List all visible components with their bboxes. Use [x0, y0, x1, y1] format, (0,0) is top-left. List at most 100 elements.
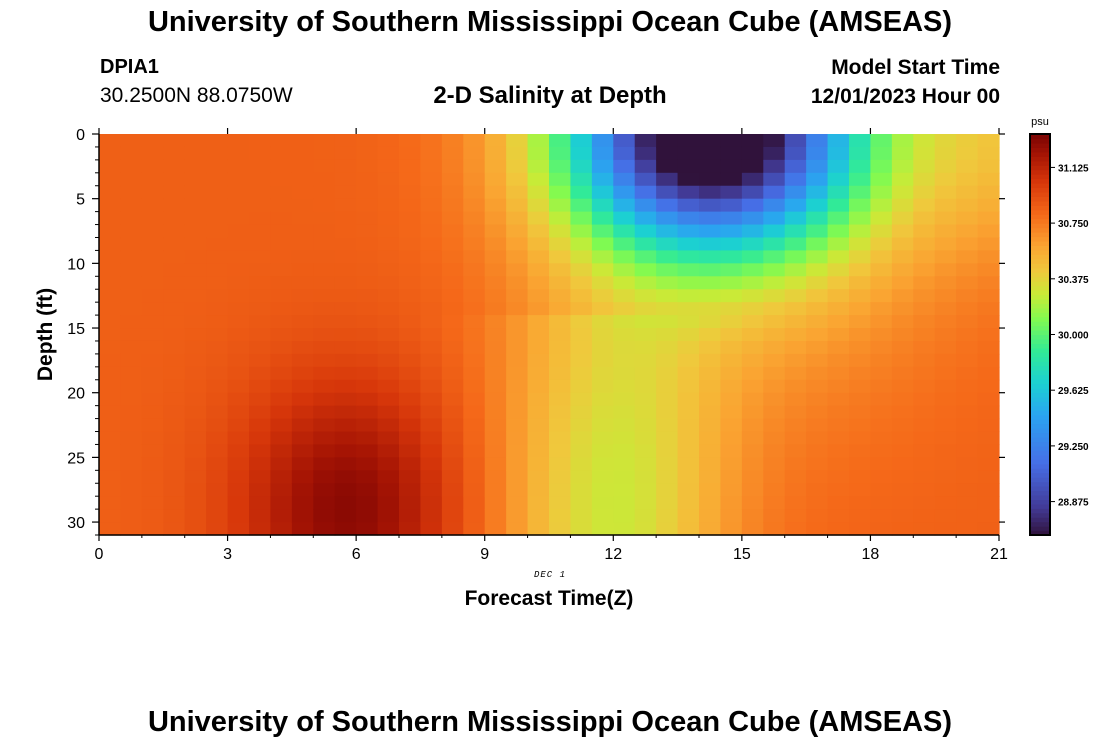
heatmap-cell: [141, 418, 164, 433]
heatmap-cell: [463, 457, 486, 471]
heatmap-cell: [356, 379, 379, 394]
heatmap-cell: [656, 224, 679, 239]
colorbar-segment: [1030, 169, 1050, 175]
heatmap-cell: [977, 340, 1000, 355]
heatmap-cell: [720, 366, 743, 381]
heatmap-cell: [334, 457, 357, 471]
heatmap-cell: [956, 159, 979, 174]
heatmap-cell: [441, 457, 464, 471]
heatmap-cell: [377, 302, 400, 316]
heatmap-cell: [334, 198, 357, 213]
heatmap-cell: [849, 198, 872, 213]
heatmap-cell: [399, 134, 422, 148]
heatmap-cell: [441, 172, 464, 187]
heatmap-cell: [591, 159, 614, 174]
colorbar-segment: [1030, 361, 1050, 367]
heatmap-cell: [699, 431, 722, 446]
heatmap-cell: [377, 496, 400, 510]
heatmap-cell: [184, 315, 207, 329]
heatmap-cell: [399, 237, 422, 252]
heatmap-cell: [141, 522, 164, 536]
heatmap-cell: [720, 276, 743, 290]
heatmap-cell: [784, 379, 807, 394]
heatmap-cell: [163, 185, 186, 200]
heatmap-cell: [784, 483, 807, 497]
heatmap-cell: [549, 315, 572, 329]
heatmap-cell: [356, 522, 379, 536]
heatmap-cell: [227, 431, 250, 446]
heatmap-cell: [934, 509, 957, 523]
heatmap-cell: [163, 198, 186, 213]
heatmap-cell: [484, 340, 507, 355]
colorbar-segment: [1030, 289, 1050, 295]
heatmap-cell: [313, 496, 336, 510]
heatmap-cell: [634, 470, 657, 484]
heatmap-cell: [570, 418, 593, 433]
heatmap-cell: [956, 211, 979, 226]
heatmap-cell: [913, 444, 936, 458]
heatmap-cell: [163, 172, 186, 187]
colorbar-segment: [1030, 209, 1050, 215]
heatmap-cell: [484, 431, 507, 446]
heatmap-cell: [99, 224, 122, 239]
heatmap-cell: [806, 444, 829, 458]
heatmap-cell: [291, 328, 314, 342]
colorbar-segment: [1030, 499, 1050, 505]
heatmap-cell: [420, 224, 443, 239]
heatmap-cell: [699, 146, 722, 161]
heatmap-cell: [120, 302, 143, 316]
heatmap-cell: [977, 185, 1000, 200]
heatmap-cell: [977, 263, 1000, 277]
heatmap-cell: [441, 159, 464, 174]
heatmap-cell: [99, 289, 122, 303]
heatmap-cell: [527, 444, 550, 458]
heatmap-cell: [377, 509, 400, 523]
heatmap-cell: [399, 522, 422, 536]
heatmap-cell: [891, 250, 914, 264]
heatmap-cell: [334, 483, 357, 497]
heatmap-cell: [313, 366, 336, 381]
colorbar-segment: [1030, 281, 1050, 287]
heatmap-cell: [163, 483, 186, 497]
heatmap-cell: [399, 418, 422, 433]
heatmap-cell: [549, 470, 572, 484]
heatmap-cell: [313, 302, 336, 316]
heatmap-cell: [463, 302, 486, 316]
heatmap-cell: [934, 379, 957, 394]
heatmap-cell: [420, 328, 443, 342]
heatmap-cell: [891, 431, 914, 446]
heatmap-cell: [656, 483, 679, 497]
heatmap-cell: [463, 328, 486, 342]
heatmap-cell: [506, 276, 529, 290]
heatmap-cell: [99, 134, 122, 148]
colorbar-segment: [1030, 258, 1050, 264]
heatmap-cell: [463, 444, 486, 458]
heatmap-cell: [870, 198, 893, 213]
heatmap-cell: [891, 159, 914, 174]
heatmap-cell: [849, 496, 872, 510]
heatmap-cell: [977, 289, 1000, 303]
heatmap-cell: [806, 172, 829, 187]
heatmap-cell: [677, 431, 700, 446]
heatmap-cell: [249, 496, 272, 510]
heatmap-cell: [849, 276, 872, 290]
heatmap-cell: [270, 418, 293, 433]
heatmap-cell: [377, 328, 400, 342]
heatmap-cell: [634, 276, 657, 290]
colorbar-segment: [1030, 494, 1050, 500]
heatmap-cell: [313, 146, 336, 161]
y-tick-label: 0: [76, 127, 85, 144]
heatmap-cell: [656, 509, 679, 523]
heatmap-cell: [570, 496, 593, 510]
heatmap-cell: [549, 457, 572, 471]
heatmap-cell: [699, 509, 722, 523]
heatmap-cell: [484, 198, 507, 213]
heatmap-cell: [420, 444, 443, 458]
heatmap-cell: [463, 315, 486, 329]
heatmap-cell: [99, 159, 122, 174]
heatmap-cell: [591, 185, 614, 200]
heatmap-cell: [270, 159, 293, 174]
heatmap-cell: [356, 159, 379, 174]
heatmap-cell: [913, 315, 936, 329]
heatmap-cell: [334, 522, 357, 536]
